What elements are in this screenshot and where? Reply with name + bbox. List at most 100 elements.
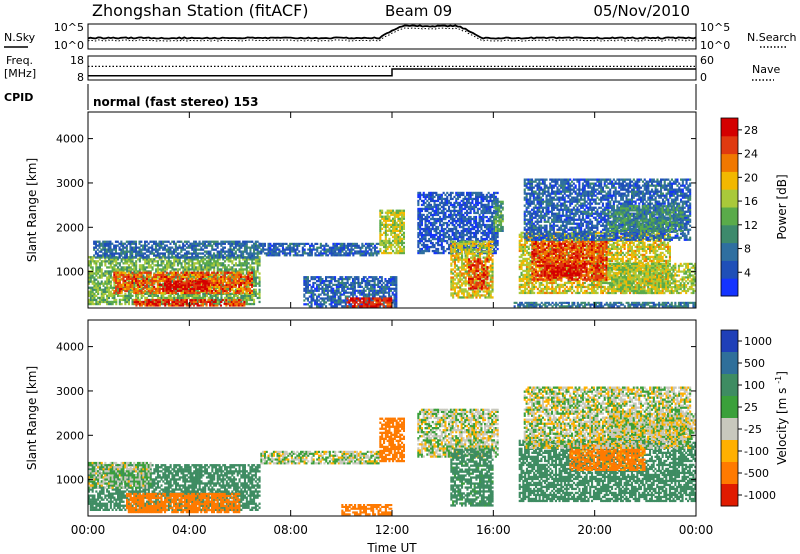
heatmap-cell [95, 289, 97, 291]
heatmap-cell [191, 266, 193, 268]
heatmap-cell [113, 268, 115, 270]
heatmap-cell [231, 305, 233, 307]
heatmap-cell [332, 294, 334, 296]
heatmap-cell [305, 286, 307, 288]
heatmap-cell [338, 299, 340, 301]
heatmap-cell [396, 234, 398, 236]
heatmap-cell [350, 282, 352, 284]
heatmap-cell [307, 243, 309, 245]
heatmap-cell [97, 249, 99, 251]
heatmap-cell [99, 297, 101, 299]
heatmap-cell [93, 272, 95, 274]
heatmap-cell [443, 230, 445, 232]
heatmap-cell [217, 251, 219, 253]
heatmap-cell [144, 241, 146, 243]
heatmap-cell [434, 220, 436, 222]
heatmap-cell [309, 250, 311, 252]
heatmap-cell [327, 284, 329, 286]
heatmap-cell [235, 251, 237, 253]
heatmap-cell [92, 258, 94, 260]
heatmap-cell [171, 292, 173, 294]
heatmap-cell [171, 272, 173, 274]
heatmap-cell [210, 264, 212, 266]
heatmap-cell [217, 264, 219, 266]
heatmap-cell [396, 224, 398, 226]
heatmap-cell [155, 251, 157, 253]
heatmap-cell [358, 250, 360, 252]
heatmap-cell [202, 272, 204, 274]
heatmap-cell [239, 254, 241, 256]
heatmap-cell [204, 276, 206, 278]
heatmap-cell [162, 272, 164, 274]
heatmap-cell [175, 254, 177, 256]
heatmap-cell [388, 230, 390, 232]
heatmap-cell [188, 251, 190, 253]
heatmap-cell [343, 288, 345, 290]
heatmap-cell [417, 222, 419, 224]
heatmap-cell [224, 286, 226, 288]
heatmap-cell [249, 280, 251, 282]
heatmap-cell [217, 243, 219, 245]
heatmap-cell [170, 297, 172, 299]
heatmap-cell [390, 280, 392, 282]
heatmap-cell [345, 245, 347, 247]
power-heatmap [88, 179, 696, 308]
heatmap-cell [103, 293, 105, 295]
heatmap-cell [255, 270, 257, 272]
heatmap-cell [314, 278, 316, 280]
heatmap-cell [309, 249, 311, 251]
heatmap-cell [197, 252, 199, 254]
heatmap-cell [235, 278, 237, 280]
heatmap-cell [170, 305, 172, 307]
heatmap-cell [390, 234, 392, 236]
heatmap-cell [368, 294, 370, 296]
heatmap-cell [444, 204, 446, 206]
heatmap-cell [106, 249, 108, 251]
heatmap-cell [375, 278, 377, 280]
heatmap-cell [249, 288, 251, 290]
heatmap-cell [419, 212, 421, 214]
heatmap-cell [461, 220, 463, 222]
heatmap-cell [128, 260, 130, 262]
heatmap-cell [197, 266, 199, 268]
heatmap-cell [193, 249, 195, 251]
heatmap-cell [182, 274, 184, 276]
heatmap-cell [251, 303, 253, 305]
heatmap-cell [153, 254, 155, 256]
heatmap-cell [115, 249, 117, 251]
heatmap-cell [305, 290, 307, 292]
heatmap-cell [108, 249, 110, 251]
heatmap-cell [157, 282, 159, 284]
heatmap-cell [93, 285, 95, 287]
heatmap-cell [141, 280, 143, 282]
heatmap-cell [120, 254, 122, 256]
heatmap-cell [234, 299, 236, 301]
heatmap-cell [403, 224, 405, 226]
heatmap-cell [390, 244, 392, 246]
heatmap-cell [139, 264, 141, 266]
heatmap-cell [168, 241, 170, 243]
heatmap-cell [215, 274, 217, 276]
heatmap-cell [336, 288, 338, 290]
heatmap-cell [455, 236, 457, 238]
heatmap-cell [439, 212, 441, 214]
heatmap-cell [160, 252, 162, 254]
heatmap-cell [403, 252, 405, 254]
heatmap-cell [388, 301, 390, 303]
heatmap-cell [341, 305, 343, 307]
heatmap-cell [452, 216, 454, 218]
heatmap-cell [376, 301, 378, 303]
heatmap-cell [211, 264, 213, 266]
heatmap-cell [175, 297, 177, 299]
heatmap-cell [320, 297, 322, 299]
heatmap-cell [443, 202, 445, 204]
heatmap-cell [425, 234, 427, 236]
heatmap-cell [126, 249, 128, 251]
heatmap-cell [385, 246, 387, 248]
heatmap-cell [388, 286, 390, 288]
heatmap-cell [248, 254, 250, 256]
heatmap-cell [198, 274, 200, 276]
heatmap-cell [287, 245, 289, 247]
heatmap-cell [325, 276, 327, 278]
heatmap-cell [106, 279, 108, 281]
